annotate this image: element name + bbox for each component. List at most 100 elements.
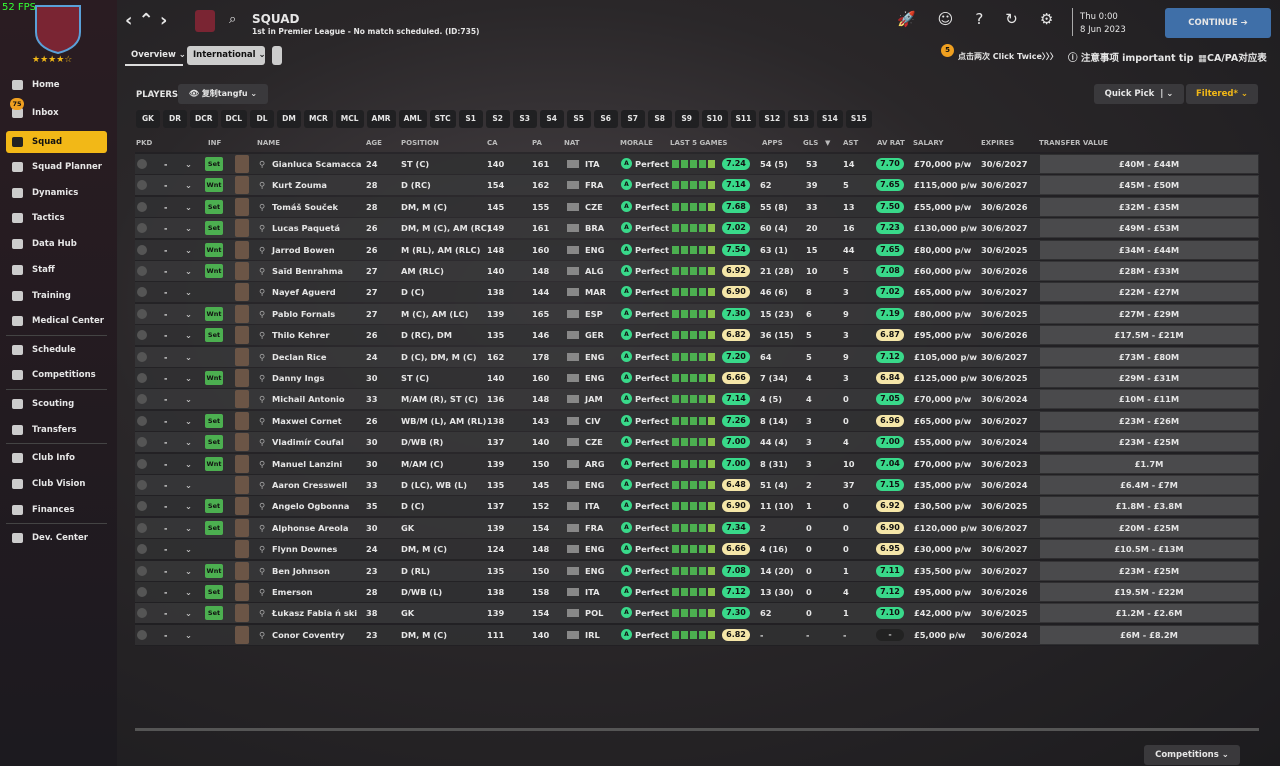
dropdown[interactable]: ⌄ [185,608,192,619]
player-row[interactable]: - ⌄ Set ⚲ Thilo Kehrer 26 D (RC), DM 135 146 GER A… [135,325,1259,346]
player-row[interactable]: - ⌄ ⚲ Aaron Cresswell 33 D (LC), WB (L) 135 145… [135,475,1259,495]
pick-checkbox[interactable] [137,565,147,576]
position-filter[interactable]: AML [398,110,427,128]
column-header[interactable]: AST [843,139,859,147]
nav-item[interactable]: Tactics [6,207,107,229]
position-filter[interactable]: MCR [304,110,333,128]
filter-button[interactable]: Filtered* ⌄ [1186,84,1258,104]
nav-label[interactable]: Dev. Center [32,533,88,543]
player-row[interactable]: - ⌄ Wnt ⚲ Jarrod Bowen 26 M (RL), AM (RLC) 148 1… [135,239,1259,260]
column-header[interactable]: MORALE [620,139,653,147]
column-header[interactable]: AGE [366,139,382,147]
player-row[interactable]: - ⌄ Wnt ⚲ Danny Ings 30 ST (C) 140 160 ENG A Perfec… [135,368,1259,388]
pick-checkbox[interactable] [137,437,147,448]
continue-button[interactable]: CONTINUE ➔ [1165,8,1271,38]
capa-text[interactable]: CA/PA对应表 [1206,53,1267,64]
nav-item[interactable]: Inbox 75 [6,98,107,124]
dropdown[interactable]: ⌄ [185,351,192,362]
position-filter[interactable]: DL [250,110,275,128]
player-row[interactable]: - ⌄ ⚲ Nayef Aguerd 27 D (C) 138 144 MAR A Perfect 6… [135,282,1259,303]
column-header[interactable]: NAME [257,139,281,147]
player-row[interactable]: - ⌄ Wnt ⚲ Kurt Zouma 28 D (RC) 154 162 FRA A Perfec… [135,175,1259,196]
position-filter[interactable]: S9 [674,110,699,128]
position-filter[interactable]: S14 [817,110,843,128]
tab-label[interactable]: International [193,50,256,60]
tab-extra[interactable] [272,46,282,65]
player-row[interactable]: - ⌄ Set ⚲ Maxwel Cornet 26 WB/M (L), AM (RL) 13… [135,410,1259,431]
nav-item[interactable]: Dynamics [6,182,107,204]
position-filter[interactable]: S10 [701,110,728,128]
column-header[interactable]: INF [208,139,222,147]
dropdown[interactable]: ⌄ [185,394,192,405]
pick-checkbox[interactable] [137,394,147,405]
position-filter[interactable]: S5 [566,110,591,128]
pick-checkbox[interactable] [137,266,147,276]
nav-label[interactable]: Squad Planner [32,162,102,172]
tab-label[interactable]: Overview [131,50,176,60]
player-row[interactable]: - ⌄ Set ⚲ Alphonse Areola 30 GK 139 154 FRA A Perfe… [135,517,1259,538]
tip-text[interactable]: 注意事项 important tip [1080,53,1194,64]
search-icon[interactable]: ⌕ [229,12,237,27]
position-filter[interactable]: DCL [220,110,248,128]
view-name[interactable]: 复制tangfu [201,89,248,98]
dropdown[interactable]: ⌄ [185,308,192,319]
position-filter[interactable]: S11 [730,110,757,128]
nav-label[interactable]: Transfers [32,425,77,435]
nav-label[interactable]: Inbox [32,108,59,118]
player-row[interactable]: - ⌄ Set ⚲ Łukasz Fabia ń ski 38 GK 139 154 POL A Pe… [135,603,1259,624]
dropdown[interactable]: ⌄ [185,415,192,426]
position-filter[interactable]: DR [163,110,187,128]
pick-checkbox[interactable] [137,159,147,169]
position-filter[interactable]: S7 [620,110,645,128]
pick-checkbox[interactable] [137,522,147,533]
player-row[interactable]: - ⌄ Set ⚲ Tomáš Souček 28 DM, M (C) 145 155 CZE A P… [135,196,1259,217]
nav-label[interactable]: Squad [32,137,63,147]
club-badge[interactable] [195,10,215,32]
competitions-button[interactable]: Competitions ⌄ [1144,745,1240,765]
column-header[interactable]: AV RAT [877,139,905,147]
nav-label[interactable]: Scouting [32,399,75,409]
nav-label[interactable]: Tactics [32,213,65,223]
filter-label[interactable]: Filtered* [1195,89,1238,99]
pick-checkbox[interactable] [137,608,147,619]
dropdown[interactable]: ⌄ [185,458,192,469]
click-twice-link[interactable]: 点击两次 Click Twice〉〉〉 [958,52,1058,61]
pick-checkbox[interactable] [137,201,147,212]
position-filter[interactable]: AMR [366,110,396,128]
pick-checkbox[interactable] [137,458,147,469]
dropdown[interactable]: ⌄ [185,373,192,383]
nav-item[interactable]: Club Info [6,447,107,469]
position-filter[interactable]: S8 [647,110,672,128]
nav-item[interactable]: Home [6,74,107,96]
toolbar-icons[interactable]: 🚀☺?↻⚙ [897,10,1076,28]
view-selector[interactable]: 👁 复制tangfu ⌄ [178,84,268,104]
important-tip-link[interactable]: ⓘ 注意事项 important tip [1068,53,1194,64]
pick-checkbox[interactable] [137,544,147,555]
position-filter[interactable]: MCL [335,110,364,128]
nav-label[interactable]: Data Hub [32,239,77,249]
nav-label[interactable]: Medical Center [32,316,104,326]
column-header[interactable]: CA [487,139,498,147]
pick-checkbox[interactable] [137,587,147,597]
column-header[interactable]: EXPIRES [981,139,1015,147]
pick-checkbox[interactable] [137,351,147,362]
pick-checkbox[interactable] [137,629,147,640]
pick-checkbox[interactable] [137,415,147,426]
position-filter[interactable]: S12 [759,110,786,128]
nav-item[interactable]: Competitions [6,364,107,386]
position-filter[interactable]: S3 [512,110,537,128]
position-filter[interactable]: S13 [788,110,815,128]
dropdown[interactable]: ⌄ [185,201,192,212]
dropdown[interactable]: ⌄ [185,501,192,512]
dropdown[interactable]: ⌄ [185,544,192,555]
position-filter[interactable]: DM [277,110,302,128]
nav-label[interactable]: Training [32,291,71,301]
dropdown[interactable]: ⌄ [185,159,192,169]
position-filter[interactable]: GK [136,110,160,128]
column-header[interactable]: APPS [762,139,783,147]
nav-item[interactable]: Training [6,285,107,307]
player-row[interactable]: - ⌄ Wnt ⚲ Pablo Fornals 27 M (C), AM (LC) 139 16… [135,303,1259,324]
pick-checkbox[interactable] [137,480,147,490]
player-row[interactable]: - ⌄ Set ⚲ Emerson 28 D/WB (L) 138 158 ITA A Perfect… [135,582,1259,602]
player-row[interactable]: - ⌄ ⚲ Declan Rice 24 D (C), DM, M (C) 162 178 EN… [135,346,1259,367]
